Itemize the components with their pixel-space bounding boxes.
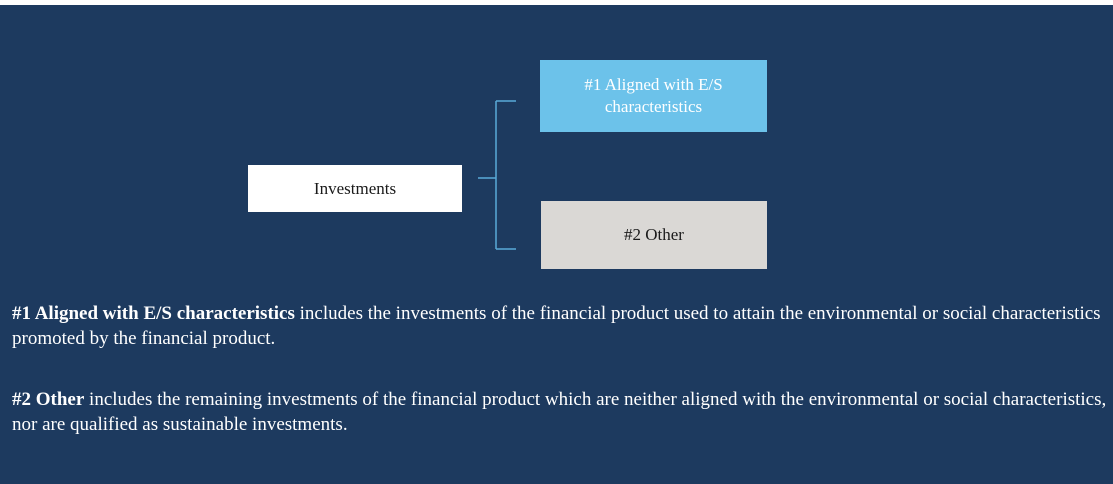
node: Investments bbox=[248, 165, 462, 212]
note-term: #1 Aligned with E/S characteristics bbox=[12, 303, 295, 324]
note-term: #2 Other bbox=[12, 389, 85, 410]
note: #1 Aligned with E/S characteristics incl… bbox=[12, 301, 1107, 351]
note-text: includes the remaining investments of th… bbox=[12, 389, 1107, 435]
diagram-panel: Investments #1 Aligned with E/S characte… bbox=[0, 5, 1113, 484]
node: #2 Other bbox=[541, 201, 767, 269]
connectors bbox=[478, 100, 516, 250]
node: #1 Aligned with E/S characteristics bbox=[540, 60, 767, 132]
note: #2 Other includes the remaining investme… bbox=[12, 387, 1107, 437]
note-text: includes the investments of the financia… bbox=[12, 303, 1101, 349]
